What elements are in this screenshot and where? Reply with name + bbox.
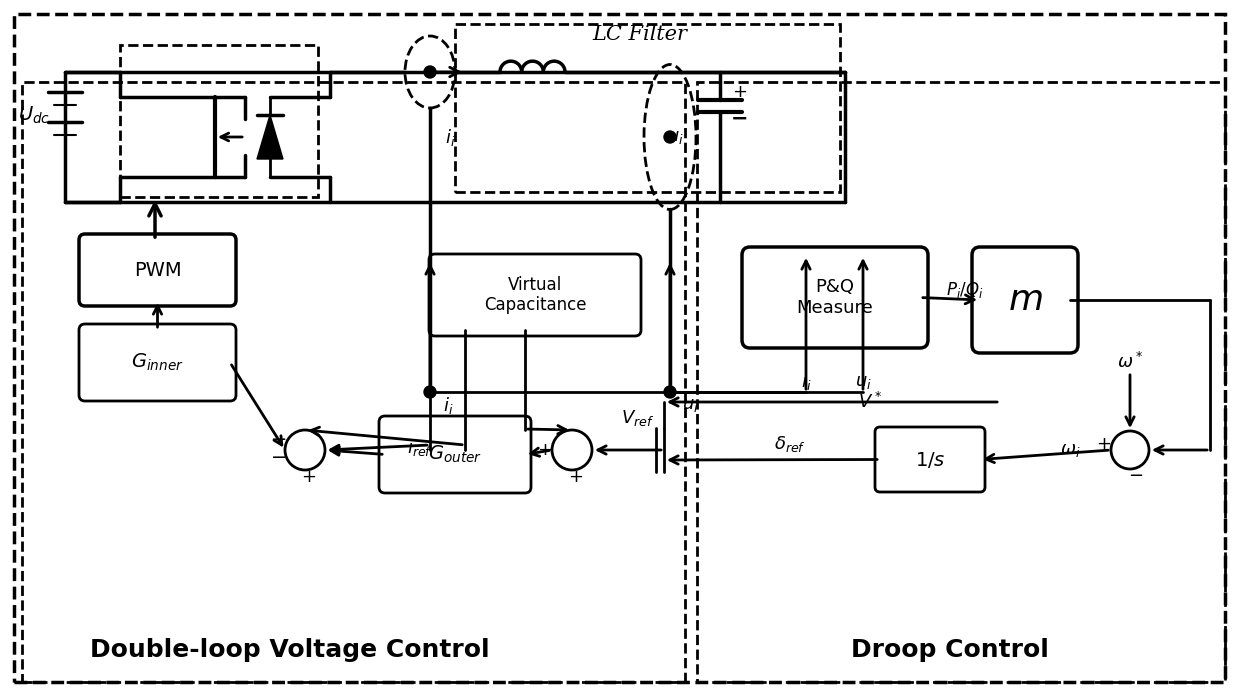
Text: Virtual
Capacitance: Virtual Capacitance	[483, 276, 586, 314]
Text: $V^*$: $V^*$	[859, 392, 882, 412]
Text: $i_i$: $i_i$	[800, 372, 812, 393]
FancyBboxPatch shape	[875, 427, 985, 492]
Bar	[455, 24, 840, 192]
Circle shape	[664, 131, 676, 143]
Text: $m$: $m$	[1007, 283, 1042, 317]
Bar	[120, 45, 318, 197]
Text: $1/s$: $1/s$	[914, 449, 945, 470]
Text: $\omega_i$: $\omega_i$	[1059, 441, 1080, 459]
Text: PWM: PWM	[134, 260, 181, 279]
Text: P&Q
Measure: P&Q Measure	[797, 278, 873, 317]
Text: $u_i$: $u_i$	[667, 128, 684, 146]
Circle shape	[285, 430, 325, 470]
Text: $P_i/Q_i$: $P_i/Q_i$	[947, 279, 984, 300]
Text: Droop Control: Droop Control	[851, 638, 1049, 662]
Text: $i_i$: $i_i$	[445, 127, 455, 148]
FancyBboxPatch shape	[973, 247, 1078, 353]
Text: −: −	[1129, 467, 1144, 485]
Circle shape	[1111, 431, 1149, 469]
Polygon shape	[256, 115, 282, 159]
Text: $G_{inner}$: $G_{inner}$	[131, 352, 183, 373]
Text: $U_{dc}$: $U_{dc}$	[17, 104, 50, 126]
Text: $u_i$: $u_i$	[681, 396, 699, 414]
FancyBboxPatch shape	[79, 234, 235, 306]
Text: LC Filter: LC Filter	[592, 25, 688, 45]
Circle shape	[553, 430, 592, 470]
Text: $V_{ref}$: $V_{ref}$	[622, 408, 654, 428]
Text: +: +	[538, 441, 553, 459]
Text: $i_i$: $i_i$	[442, 395, 453, 416]
FancyBboxPatch shape	[429, 254, 641, 336]
Text: +: +	[569, 468, 584, 486]
Text: +: +	[1097, 435, 1111, 453]
Circle shape	[424, 386, 436, 398]
Circle shape	[664, 386, 676, 398]
Circle shape	[424, 66, 436, 78]
Text: +: +	[301, 468, 316, 486]
Bar	[698, 82, 1225, 682]
Bar	[22, 82, 685, 682]
Text: Double-loop Voltage Control: Double-loop Voltage Control	[90, 638, 489, 662]
Text: −: −	[271, 449, 287, 468]
Text: −: −	[731, 109, 748, 129]
Text: $u_i$: $u_i$	[855, 373, 871, 391]
Text: $\delta_{ref}$: $\delta_{ref}$	[774, 435, 807, 454]
Text: +: +	[732, 83, 747, 101]
Text: $\omega^*$: $\omega^*$	[1116, 352, 1144, 372]
Text: $G_{outer}$: $G_{outer}$	[427, 444, 482, 466]
FancyBboxPatch shape	[379, 416, 532, 493]
FancyBboxPatch shape	[79, 324, 235, 401]
Text: −: −	[271, 430, 287, 449]
Text: $i_{ref}$: $i_{ref}$	[408, 437, 432, 458]
FancyBboxPatch shape	[742, 247, 928, 348]
